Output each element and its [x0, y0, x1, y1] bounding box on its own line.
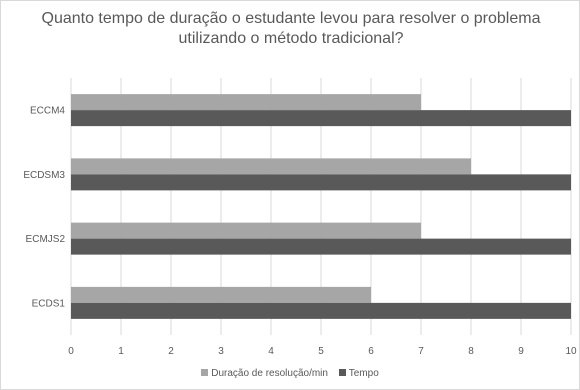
y-tick-label-ecdsm3: ECDSM3	[23, 170, 65, 181]
bar-eccm4-tempo	[71, 110, 571, 127]
x-tick-label-5: 5	[318, 346, 324, 357]
bar-ecds1-tempo	[71, 302, 571, 319]
x-tick-label-9: 9	[518, 346, 524, 357]
y-tick-label-ecmjs2: ECMJS2	[26, 234, 66, 245]
legend-label-duracao: Duração de resolução/min	[211, 368, 328, 379]
x-tick-label-10: 10	[565, 346, 577, 357]
legend-label-tempo: Tempo	[348, 368, 379, 379]
x-tick-label-2: 2	[168, 346, 174, 357]
chart-title: Quanto tempo de duração o estudante levo…	[41, 10, 541, 47]
y-axis-labels: ECDS1 ECMJS2 ECDSM3 ECCM4	[23, 106, 65, 310]
x-tick-label-7: 7	[418, 346, 424, 357]
legend-item-duracao: Duração de resolução/min	[201, 368, 328, 379]
x-tick-label-1: 1	[118, 346, 124, 357]
legend: Duração de resolução/min Tempo	[0, 368, 580, 379]
legend-swatch-duracao	[201, 369, 209, 376]
bar-ecmjs2-tempo	[71, 238, 571, 255]
bar-ecdsm3-tempo	[71, 174, 571, 191]
y-tick-label-ecds1: ECDS1	[32, 298, 66, 309]
x-tick-label-0: 0	[68, 346, 74, 357]
bar-eccm4-duracao	[71, 94, 421, 111]
x-tick-label-8: 8	[468, 346, 474, 357]
y-tick-label-eccm4: ECCM4	[30, 106, 65, 117]
x-tick-label-4: 4	[268, 346, 274, 357]
bar-ecdsm3-duracao	[71, 158, 471, 175]
x-axis-labels: 0 1 2 3 4 5 6 7 8 9 10	[68, 346, 577, 357]
bar-ecds1-duracao	[71, 286, 371, 303]
bars	[71, 94, 571, 319]
legend-item-tempo: Tempo	[338, 368, 379, 379]
legend-swatch-tempo	[338, 369, 346, 376]
x-tick-label-6: 6	[368, 346, 374, 357]
x-tick-label-3: 3	[218, 346, 224, 357]
bar-ecmjs2-duracao	[71, 222, 421, 239]
